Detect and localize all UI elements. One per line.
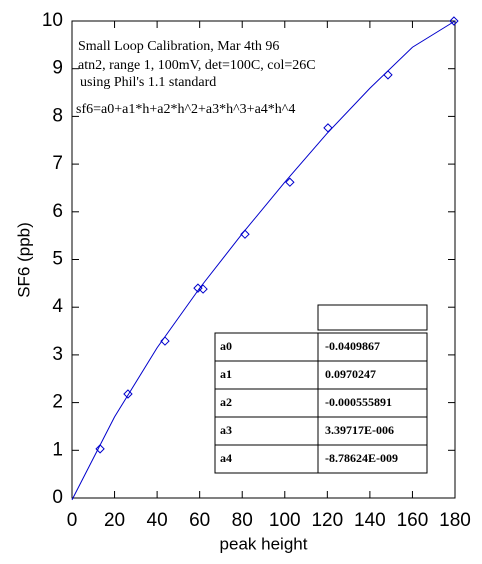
y-tick-label: 7 xyxy=(52,153,63,174)
x-tick-label: 80 xyxy=(232,510,253,531)
data-point xyxy=(323,123,333,133)
x-tick-label: 40 xyxy=(147,510,168,531)
x-tick-label: 60 xyxy=(189,510,210,531)
table-cell xyxy=(317,360,428,390)
coef-value: 0.0970247 xyxy=(325,367,376,381)
x-tick-label: 20 xyxy=(104,510,125,531)
x-axis-label: peak height xyxy=(220,534,308,553)
y-tick-label: 2 xyxy=(52,392,63,413)
y-tick-label: 3 xyxy=(52,344,63,365)
table-cell xyxy=(214,388,319,418)
table-cell xyxy=(317,332,428,362)
coef-value: -0.0409867 xyxy=(325,339,380,353)
y-tick-label: 10 xyxy=(42,10,63,31)
table-cell xyxy=(214,444,319,474)
coef-name: a0 xyxy=(220,339,232,353)
data-point xyxy=(240,229,250,239)
y-tick-label: 5 xyxy=(52,249,63,270)
coef-name: a1 xyxy=(220,367,232,381)
coef-value: 3.39717E-006 xyxy=(325,423,394,437)
coef-name: a2 xyxy=(220,395,232,409)
annotation: atn2, range 1, 100mV, det=100C, col=26C xyxy=(78,58,316,73)
data-point xyxy=(160,336,170,346)
coef-value: -8.78624E-009 xyxy=(325,451,398,465)
y-tick-label: 1 xyxy=(52,439,63,460)
data-point xyxy=(193,283,203,293)
coef-name: a4 xyxy=(220,451,232,465)
coef-name: a3 xyxy=(220,423,232,437)
x-tick-label: 160 xyxy=(397,510,429,531)
y-tick-label: 4 xyxy=(52,296,63,317)
annotation: Small Loop Calibration, Mar 4th 96 xyxy=(78,39,279,54)
y-tick-label: 9 xyxy=(52,58,63,79)
x-tick-label: 0 xyxy=(67,510,78,531)
fit-curve xyxy=(71,20,456,501)
x-tick-label: 180 xyxy=(439,510,471,531)
data-point xyxy=(285,177,295,187)
annotation: using Phil's 1.1 standard xyxy=(80,75,216,90)
y-tick-label: 0 xyxy=(52,487,63,508)
x-tick-label: 100 xyxy=(269,510,301,531)
coef-value: -0.000555891 xyxy=(325,395,392,409)
table-cell xyxy=(317,416,428,446)
x-tick-label: 140 xyxy=(354,510,386,531)
data-point xyxy=(383,70,393,80)
table-header xyxy=(317,304,428,331)
x-tick-label: 120 xyxy=(311,510,343,531)
data-point xyxy=(198,284,208,294)
y-tick-label: 8 xyxy=(52,105,63,126)
y-tick-label: 6 xyxy=(52,201,63,222)
y-axis-label: SF6 (ppb) xyxy=(14,222,33,298)
table-cell xyxy=(214,360,319,390)
data-point xyxy=(123,389,133,399)
annotation: sf6=a0+a1*h+a2*h^2+a3*h^3+a4*h^4 xyxy=(76,102,295,117)
data-point xyxy=(449,16,459,26)
table-cell xyxy=(317,444,428,474)
data-point xyxy=(95,444,105,454)
